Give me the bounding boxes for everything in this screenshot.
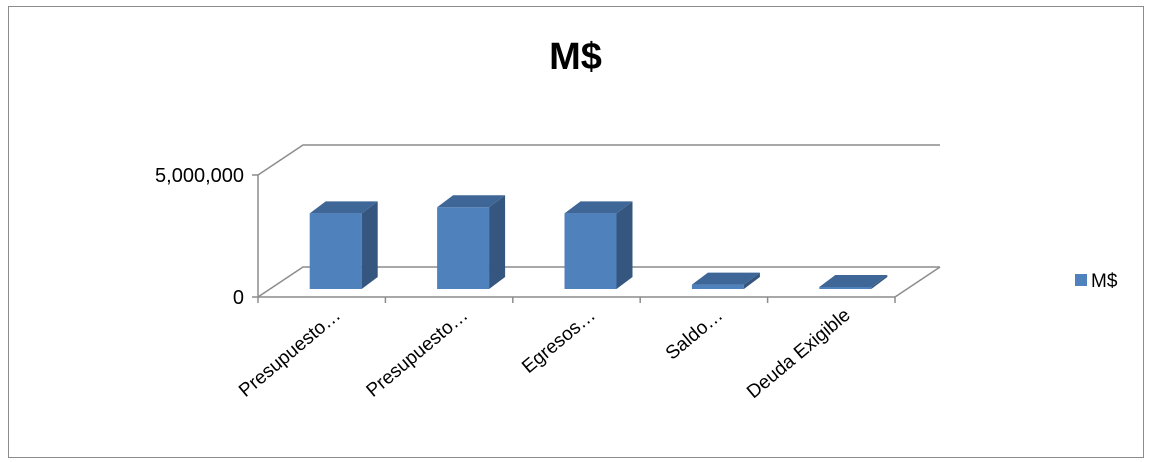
x-tick-label: Egresos… (518, 305, 599, 378)
bar-front (564, 213, 617, 289)
bar (309, 201, 378, 289)
x-tick-label: Deuda Exigible (743, 305, 854, 403)
bar-side (743, 272, 760, 289)
x-tick-label: Presupuesto… (235, 305, 345, 402)
bar-side (361, 201, 378, 289)
bar-front (437, 207, 490, 289)
bar-front (309, 213, 362, 289)
gridline (257, 266, 940, 298)
gridline (257, 144, 940, 176)
bar-side (616, 201, 633, 289)
bar-side (871, 275, 888, 289)
bar-top (691, 272, 760, 285)
bar-front (691, 284, 744, 289)
bar (819, 275, 888, 289)
bar (437, 195, 506, 289)
bar-top (437, 195, 506, 208)
bar (564, 201, 633, 289)
x-tick-label: Presupuesto… (363, 305, 473, 402)
bar (691, 272, 760, 289)
bar-top (309, 201, 378, 214)
bar-side (489, 195, 506, 289)
legend-swatch (1075, 274, 1087, 286)
y-tick-label: 5,000,000 (155, 165, 244, 187)
y-tick-label: 0 (233, 287, 244, 309)
bar-front (819, 287, 872, 289)
chart-title: M$ (549, 36, 602, 78)
x-tick-label: Saldo… (662, 305, 727, 365)
legend-label: M$ (1091, 271, 1118, 292)
bar-top (819, 275, 888, 287)
bar-top (564, 201, 633, 214)
